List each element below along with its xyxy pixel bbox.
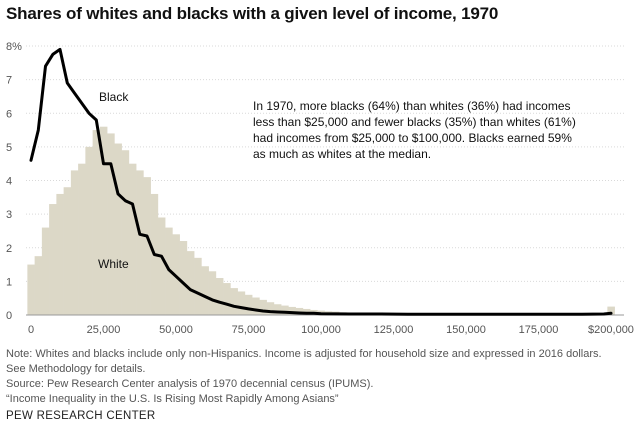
y-tick-label: 3 <box>6 209 12 221</box>
white-bar <box>92 130 101 315</box>
white-bar <box>56 193 64 315</box>
white-bar <box>114 143 122 315</box>
white-bar <box>63 187 72 315</box>
annotation-line: In 1970, more blacks (64%) than whites (… <box>253 99 571 113</box>
x-tick-label: 50,000 <box>159 324 193 336</box>
white-bar <box>230 288 238 315</box>
white-bar <box>78 163 86 315</box>
y-axis-tick-labels: 0 1 2 3 4 5 6 7 8% <box>6 41 22 322</box>
chart-title: Shares of whites and blacks with a given… <box>6 4 499 23</box>
x-tick-label: 125,000 <box>374 324 414 336</box>
note-line: See Methodology for details. <box>6 363 146 375</box>
white-bar <box>99 126 108 315</box>
white-bar <box>143 177 151 315</box>
white-bar <box>607 306 615 315</box>
white-bar <box>85 146 93 315</box>
y-tick-label: 6 <box>6 108 12 120</box>
white-bar <box>186 251 195 315</box>
x-axis-tick-labels: 0 25,000 50,000 75,000 100,000 125,000 150,000… <box>28 324 634 336</box>
white-bar <box>27 264 35 315</box>
white-bar <box>273 304 282 315</box>
white-bar <box>121 150 130 315</box>
white-bar <box>295 307 304 315</box>
white-bar <box>201 266 209 315</box>
y-tick-label: 1 <box>6 276 12 288</box>
white-bar <box>34 256 43 315</box>
y-tick-label: 0 <box>6 310 12 322</box>
white-bar <box>179 241 188 315</box>
y-tick-label: 8% <box>6 41 22 53</box>
annotation-line: had incomes from $25,000 to $100,000. Bl… <box>253 131 572 145</box>
chart-annotation: In 1970, more blacks (64%) than whites (… <box>253 99 576 161</box>
brand-footer: PEW RESEARCH CENTER <box>6 410 156 422</box>
chart-notes: Note: Whites and blacks include only non… <box>6 347 636 407</box>
white-bar <box>252 297 260 315</box>
white-bar <box>288 306 296 315</box>
source-line: Source: Pew Research Center analysis of … <box>6 378 374 390</box>
series-label-white: White <box>98 257 129 271</box>
white-bar <box>157 217 166 315</box>
x-tick-label: 175,000 <box>519 324 559 336</box>
white-bar <box>244 294 253 315</box>
annotation-line: as much as whites at the median. <box>253 147 431 161</box>
x-tick-label: $200,000 <box>588 324 634 336</box>
report-title-line: “Income Inequality in the U.S. Is Rising… <box>6 393 339 405</box>
white-bar <box>259 299 267 315</box>
x-tick-label: 150,000 <box>446 324 486 336</box>
white-bar <box>281 305 289 315</box>
y-tick-label: 5 <box>6 142 12 154</box>
series-label-black: Black <box>99 90 129 104</box>
income-distribution-chart: 0 1 2 3 4 5 6 7 8% 0 25,000 50,000 75,000 100,000 125… <box>6 41 634 336</box>
white-bar <box>70 170 79 315</box>
x-tick-label: 0 <box>28 324 34 336</box>
note-line: Note: Whites and blacks include only non… <box>6 348 602 360</box>
white-bar <box>49 204 57 315</box>
white-bar <box>136 170 144 315</box>
white-bar <box>128 163 137 315</box>
white-bar <box>208 271 217 315</box>
x-tick-label: 100,000 <box>301 324 341 336</box>
y-tick-label: 2 <box>6 243 12 255</box>
white-bar <box>194 257 202 315</box>
white-bar <box>223 283 231 315</box>
white-bar <box>107 133 115 315</box>
x-tick-label: 25,000 <box>87 324 121 336</box>
white-bar <box>41 227 50 315</box>
black-line <box>29 47 613 316</box>
black-line-series <box>29 47 613 316</box>
y-tick-label: 4 <box>6 176 12 188</box>
annotation-line: less than $25,000 and fewer blacks (35%)… <box>253 115 576 129</box>
x-tick-label: 75,000 <box>232 324 266 336</box>
white-bar <box>266 302 275 315</box>
white-bar <box>215 278 224 315</box>
y-tick-label: 7 <box>6 75 12 87</box>
white-bar <box>237 291 246 315</box>
